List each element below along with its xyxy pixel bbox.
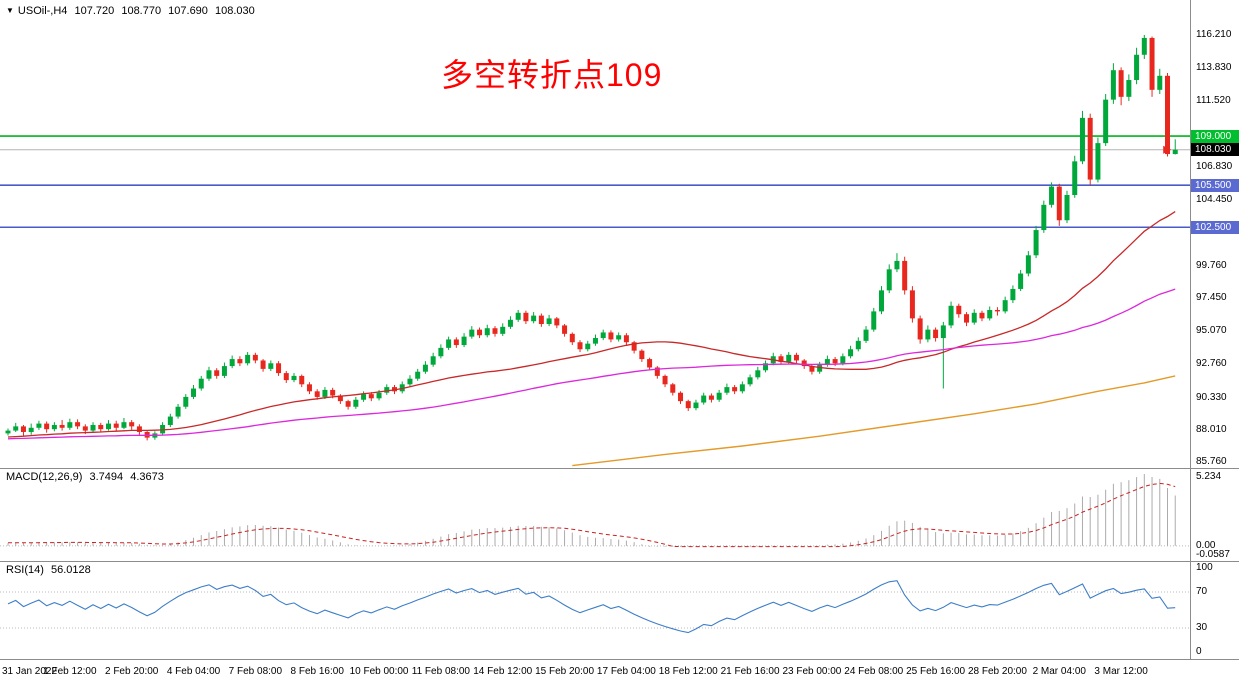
ohlc-close-value: 108.030 xyxy=(214,5,255,17)
macd-main-value: 3.7494 xyxy=(89,471,124,483)
rsi-indicator-label: RSI(14) 56.0128 xyxy=(6,564,95,576)
macd-histogram xyxy=(7,474,1176,547)
rsi-line xyxy=(7,580,1176,634)
symbol-dropdown-icon[interactable]: ▼ xyxy=(6,6,14,15)
candles-group xyxy=(5,35,1178,441)
pane-separators xyxy=(0,0,1239,660)
rsi-value: 56.0128 xyxy=(50,564,91,576)
ohlc-high-value: 108.770 xyxy=(121,5,162,17)
chart-annotation-text[interactable]: 多空转折点109 xyxy=(441,57,663,93)
macd-signal-value: 4.3673 xyxy=(130,471,164,483)
price-axis[interactable] xyxy=(1190,0,1239,659)
ma-slow-line xyxy=(7,288,1176,440)
rsi-name: RSI(14) xyxy=(6,564,44,576)
macd-name: MACD(12,26,9) xyxy=(6,471,83,483)
symbol-info-bar: ▼ USOil-,H4 107.720 108.770 107.690 108.0… xyxy=(6,5,259,17)
trend-ma-line xyxy=(572,375,1176,467)
symbol-timeframe-label: USOil-,H4 xyxy=(17,5,68,17)
time-axis[interactable] xyxy=(0,659,1190,690)
macd-indicator-label: MACD(12,26,9) 3.7494 4.3673 xyxy=(6,471,168,483)
current-price-arrow xyxy=(1163,145,1172,154)
ma-fast-line xyxy=(7,211,1176,438)
ohlc-low-value: 107.690 xyxy=(168,5,208,17)
macd-signal-line xyxy=(8,482,1176,548)
ohlc-open-value: 107.720 xyxy=(74,5,115,17)
horizontal-lines xyxy=(0,135,1190,229)
